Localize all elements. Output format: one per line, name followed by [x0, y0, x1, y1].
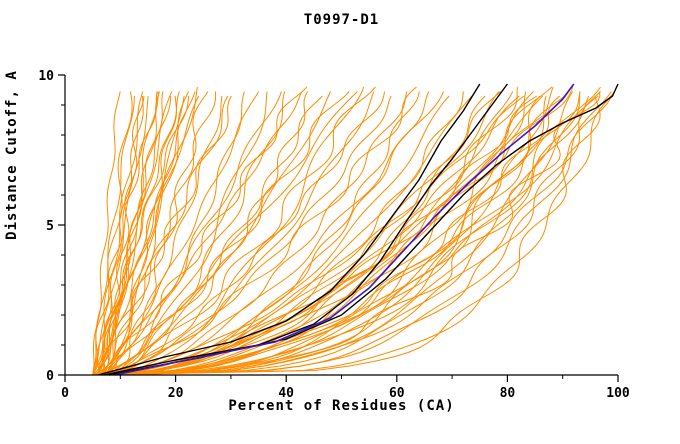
model-curve	[92, 95, 392, 376]
model-curve	[92, 91, 331, 376]
model-curve	[97, 95, 232, 376]
model-curve	[114, 91, 601, 376]
model-curve	[98, 91, 350, 376]
model-curve	[103, 95, 547, 376]
model-curve	[92, 91, 158, 376]
x-tick-label: 80	[500, 386, 516, 401]
model-curve	[108, 91, 190, 376]
model-curve	[92, 91, 601, 376]
model-curve	[103, 95, 323, 376]
model-curve	[98, 91, 616, 376]
model-curve	[92, 91, 282, 376]
model-curve	[92, 95, 473, 376]
model-curve	[98, 91, 612, 376]
x-tick-label: 20	[168, 386, 184, 401]
model-curve	[103, 95, 590, 376]
reference-curve	[109, 83, 619, 376]
y-axis-label: Distance Cutoff, A	[4, 70, 20, 240]
chart-title: T0997-D1	[303, 12, 380, 28]
model-curve	[109, 91, 534, 376]
model-curve	[109, 91, 420, 376]
x-tick-label: 40	[278, 386, 294, 401]
model-curve	[109, 91, 500, 376]
x-tick-label: 100	[606, 386, 630, 401]
model-curve	[103, 86, 376, 376]
model-curve	[103, 95, 612, 376]
model-curve	[109, 86, 554, 376]
model-curve	[109, 91, 581, 376]
model-curve	[114, 91, 209, 376]
model-curve	[109, 91, 386, 376]
model-curve	[92, 95, 172, 376]
y-tick-label: 0	[46, 369, 54, 384]
model-curve	[92, 95, 135, 376]
y-tick-label: 10	[38, 69, 54, 84]
model-curve	[97, 95, 190, 376]
x-axis-label: Percent of Residues (CA)	[228, 398, 455, 414]
model-curve	[92, 91, 358, 376]
model-curve	[98, 91, 375, 376]
model-curve	[98, 95, 599, 376]
model-curve	[103, 91, 268, 376]
model-curve	[98, 86, 601, 376]
model-curve	[103, 91, 303, 376]
model-curve	[92, 95, 229, 376]
model-curve	[98, 95, 561, 376]
model-curve	[114, 95, 544, 376]
model-curve	[103, 91, 408, 376]
model-curve	[97, 95, 200, 376]
y-tick-label: 5	[46, 219, 54, 234]
model-curve	[92, 95, 601, 376]
model-curve	[103, 91, 196, 376]
x-tick-label: 0	[61, 386, 69, 401]
model-curve	[103, 91, 464, 376]
highlight-curve	[114, 83, 575, 376]
model-curve	[96, 91, 133, 376]
model-curve	[92, 86, 574, 376]
model-curve	[103, 95, 223, 376]
model-curve	[98, 86, 417, 376]
model-curve	[103, 95, 185, 376]
x-tick-label: 60	[389, 386, 405, 401]
model-curve	[109, 91, 309, 376]
model-curve	[102, 95, 144, 376]
model-curve	[114, 91, 286, 376]
model-curve	[109, 91, 445, 376]
model-curve	[92, 95, 525, 376]
reference-curve	[98, 83, 481, 376]
